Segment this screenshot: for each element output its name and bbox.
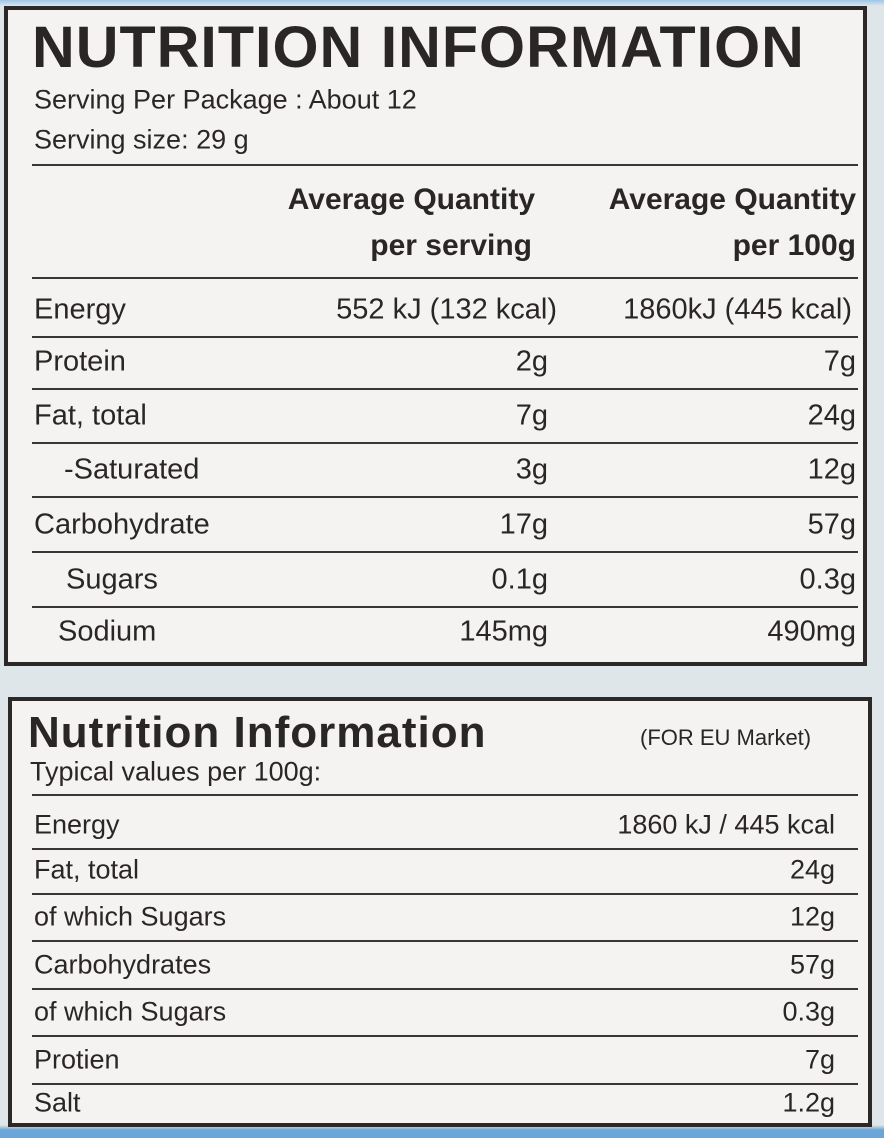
rule: [32, 277, 858, 279]
rule: [32, 336, 858, 338]
value: 7g: [823, 345, 856, 378]
rule: [32, 442, 858, 444]
market: (FOR EU Market): [640, 725, 812, 750]
value: 24g: [807, 399, 856, 432]
row-label: Sugars: [66, 563, 158, 596]
header: per serving: [370, 229, 532, 262]
rule: [32, 893, 858, 895]
rule: [32, 606, 858, 608]
row-label: Carbohydrate: [34, 508, 210, 541]
value: 0.1g: [491, 563, 548, 596]
subtitle: Typical values per 100g:: [30, 756, 322, 787]
rule: [32, 794, 858, 796]
title: Nutrition Information: [28, 708, 487, 757]
value: 0.3g: [782, 996, 835, 1027]
row-label: Fat, total: [34, 854, 140, 885]
serving-size: Serving size: 29 g: [34, 124, 249, 155]
value: 7g: [804, 1044, 835, 1075]
row-label: Fat, total: [34, 399, 147, 432]
row-label: Salt: [34, 1087, 81, 1118]
value: 1.2g: [782, 1087, 835, 1118]
rule: [32, 388, 858, 390]
rule: [32, 496, 858, 498]
row-label: Energy: [34, 293, 126, 326]
row-label: -Saturated: [64, 453, 200, 486]
rule: [32, 988, 858, 990]
row-label: Protein: [34, 345, 126, 378]
row-label: of which Sugars: [34, 996, 227, 1027]
row-label: Carbohydrates: [34, 949, 212, 980]
rule: [32, 1083, 858, 1085]
row-label: Energy: [34, 809, 120, 840]
header: Average Quantity: [608, 183, 856, 216]
value: 3g: [515, 453, 548, 486]
rule: [32, 551, 858, 553]
rule: [32, 848, 858, 850]
value: 490mg: [767, 615, 856, 648]
value: 1860kJ (445 kcal): [623, 293, 852, 326]
rule: [32, 1035, 858, 1037]
value: 0.3g: [799, 563, 856, 596]
servings: Serving Per Package : About 12: [34, 84, 417, 115]
row-label: of which Sugars: [34, 901, 227, 932]
rule: [32, 164, 858, 166]
panel-2: [8, 697, 872, 1127]
value: 552 kJ (132 kcal): [336, 293, 557, 326]
header: Average Quantity: [287, 183, 535, 216]
rule: [32, 940, 858, 942]
value: 57g: [789, 949, 835, 980]
value: 24g: [789, 854, 835, 885]
header: per 100g: [732, 229, 856, 262]
value: 7g: [515, 399, 548, 432]
value: 17g: [499, 508, 548, 541]
value: 1860 kJ / 445 kcal: [617, 809, 835, 840]
value: 57g: [807, 508, 856, 541]
title: NUTRITION INFORMATION: [32, 15, 805, 80]
value: 2g: [515, 345, 548, 378]
value: 145mg: [459, 615, 548, 648]
value: 12g: [807, 453, 856, 486]
row-label: Sodium: [58, 615, 157, 648]
row-label: Protien: [34, 1044, 120, 1075]
value: 12g: [789, 901, 835, 932]
